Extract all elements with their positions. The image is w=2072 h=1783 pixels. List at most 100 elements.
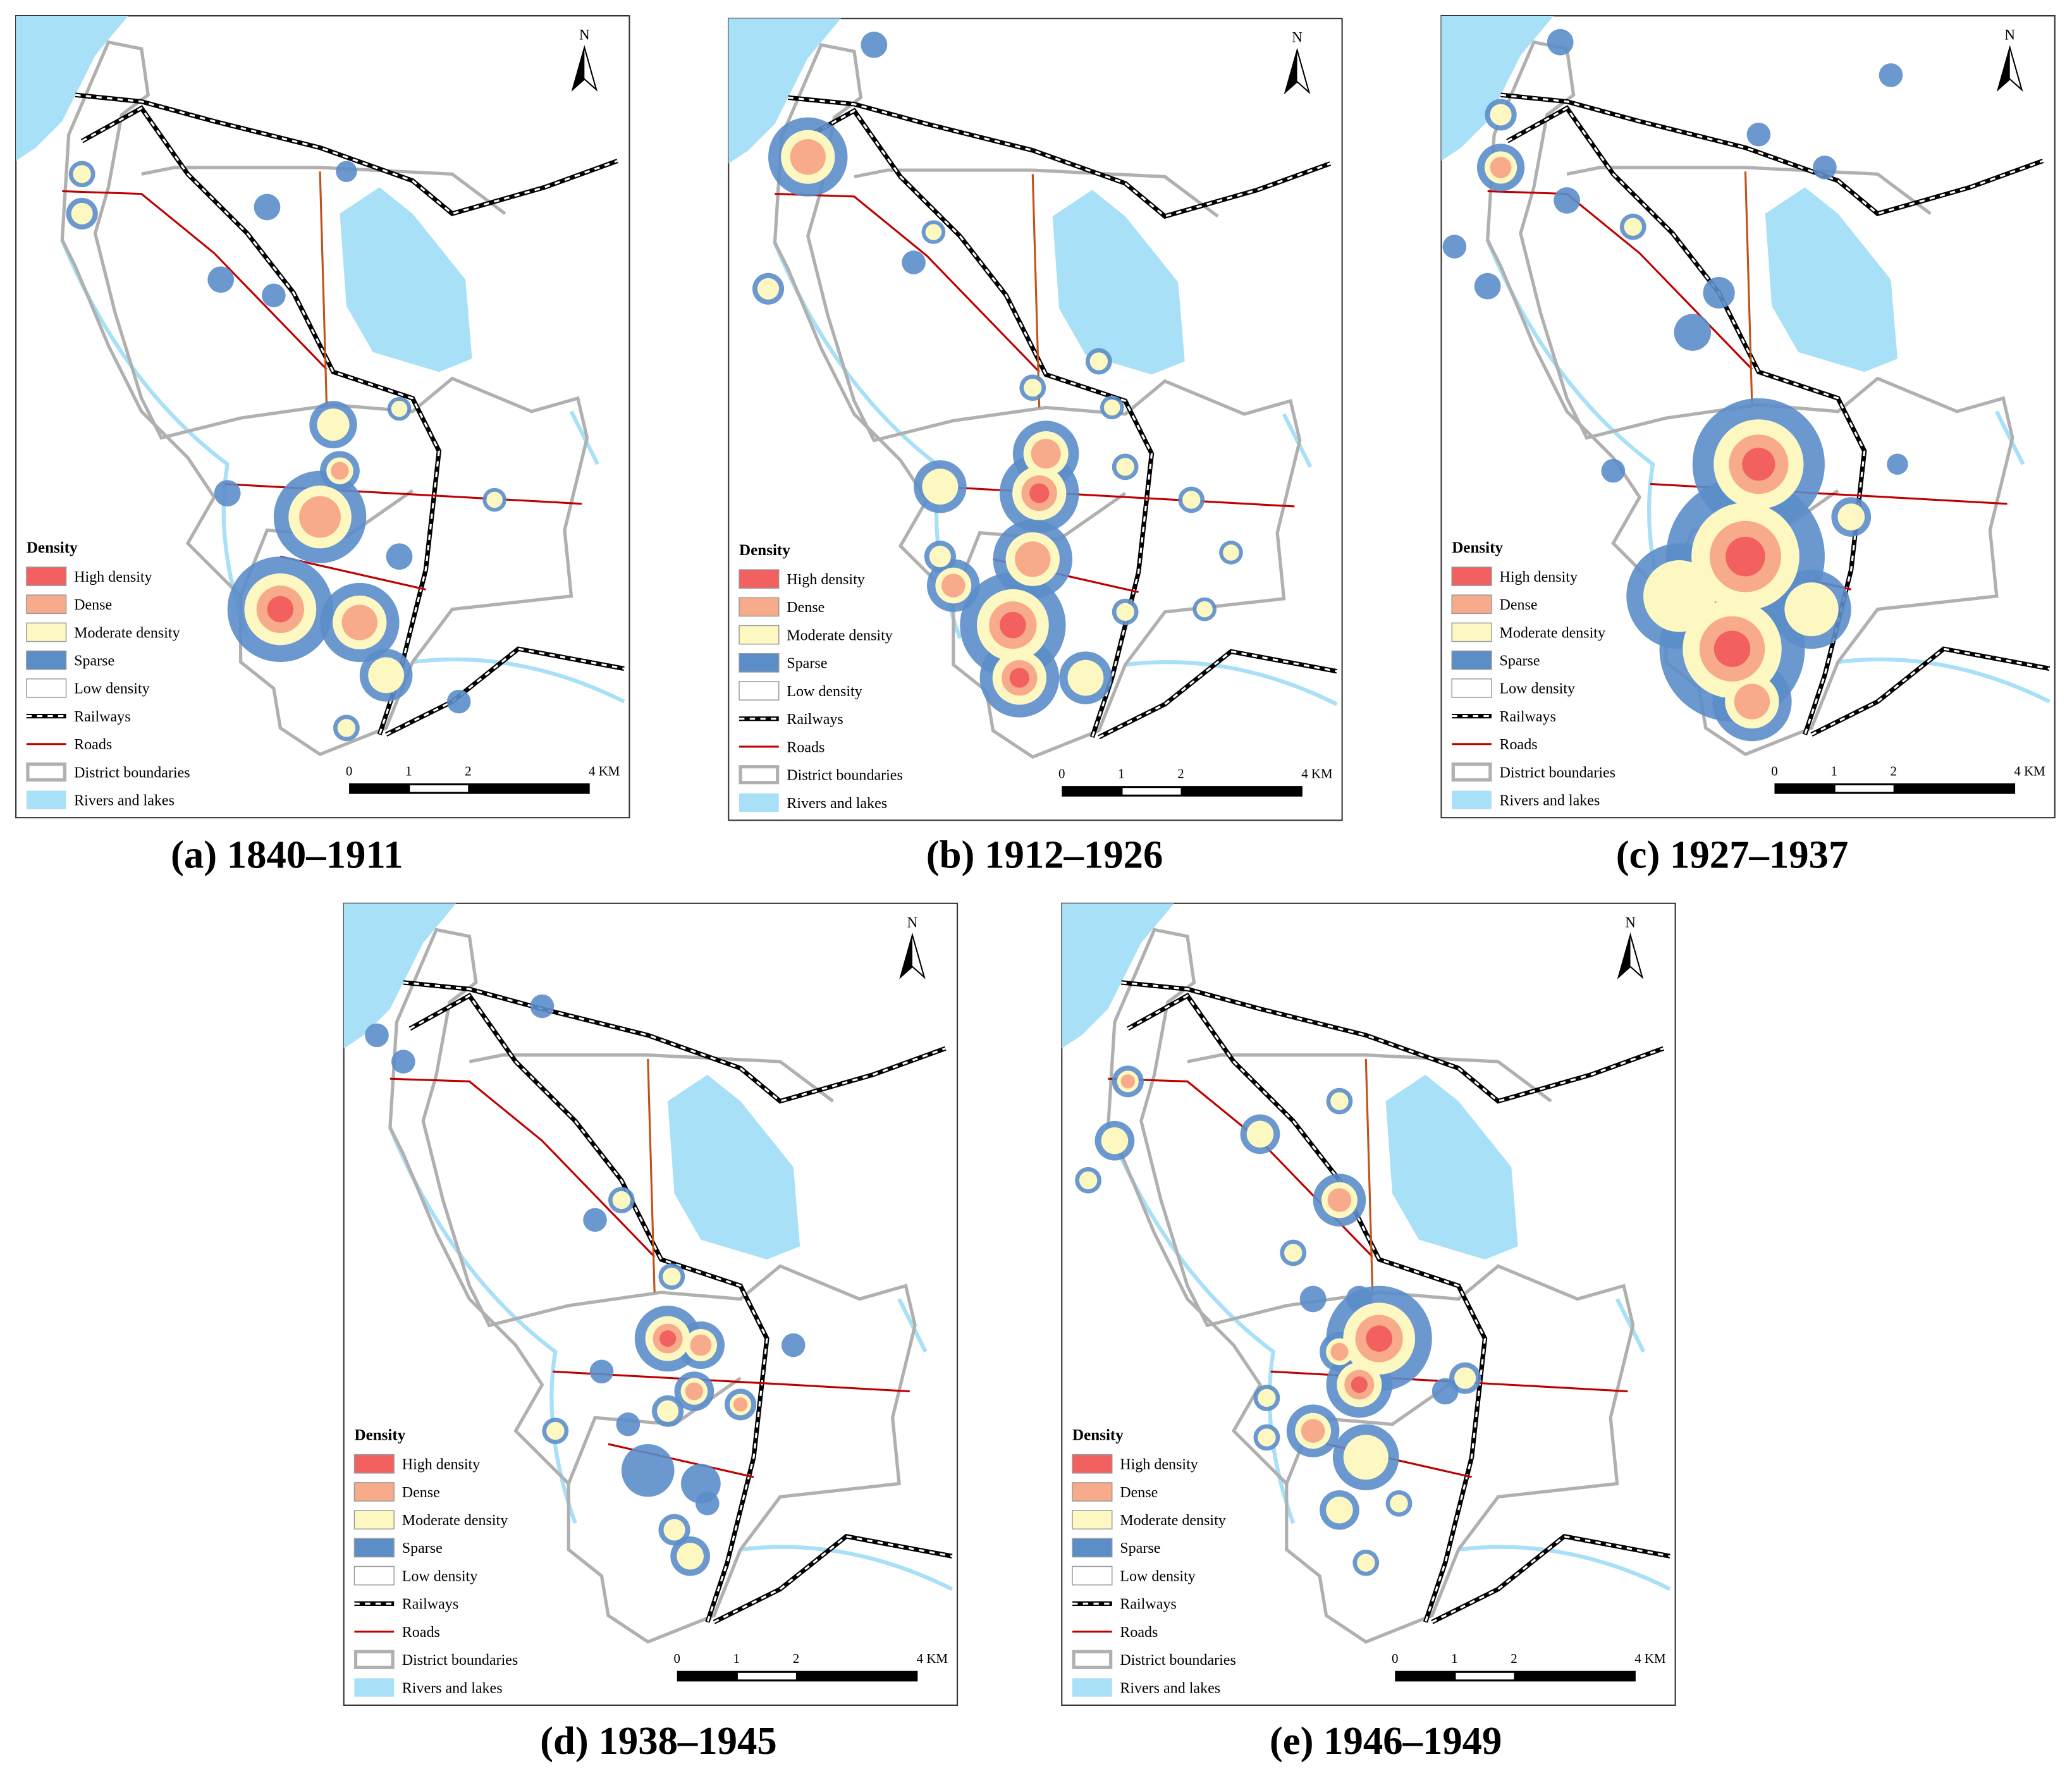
density-moderate <box>1258 1428 1276 1447</box>
north-label: N <box>579 27 590 43</box>
legend-label: District boundaries <box>1120 1652 1236 1669</box>
legend-label: Rivers and lakes <box>787 795 887 812</box>
density-high <box>999 611 1026 639</box>
river <box>1062 903 1175 1049</box>
density-sparse <box>1431 1378 1459 1405</box>
scale-label: 1 <box>733 1651 740 1666</box>
density-moderate <box>929 546 951 568</box>
scale-bar-white <box>1835 785 1894 792</box>
density-sparse <box>1887 453 1908 475</box>
legend-swatch <box>1451 594 1492 615</box>
density-moderate <box>1624 218 1642 236</box>
scale-bar-white <box>1456 1672 1514 1680</box>
legend-label: Low density <box>787 683 862 700</box>
density-dense <box>1301 1419 1325 1443</box>
density-moderate <box>1116 458 1134 476</box>
legend-title: Density <box>739 542 790 559</box>
density-sparse <box>336 161 357 182</box>
density-moderate <box>1258 1388 1276 1407</box>
density-sparse <box>781 1333 806 1357</box>
legend-swatch <box>354 1678 395 1697</box>
density-sparse <box>254 193 281 221</box>
river <box>728 18 842 164</box>
density-moderate <box>663 1267 681 1286</box>
legend-label: Sparse <box>1120 1540 1160 1557</box>
legend-swatch <box>26 650 67 670</box>
density-sparse <box>1813 156 1837 180</box>
legend-label: Sparse <box>74 653 114 670</box>
scale-bar <box>349 783 590 794</box>
density-moderate <box>1454 1367 1476 1389</box>
scale-label: 1 <box>1451 1651 1457 1666</box>
scale-label: 0 <box>1392 1651 1398 1666</box>
legend-title: Density <box>1072 1427 1124 1444</box>
scale-bar-white <box>737 1672 796 1680</box>
legend-label: District boundaries <box>1499 764 1615 781</box>
density-sparse <box>1442 235 1467 259</box>
density-moderate <box>1326 1496 1353 1524</box>
density-moderate <box>1330 1092 1349 1110</box>
density-moderate <box>73 165 91 183</box>
scale-bar <box>1395 1670 1636 1682</box>
density-high <box>1029 483 1050 503</box>
legend-swatch <box>739 653 780 673</box>
density-moderate <box>391 400 408 417</box>
density-dense <box>790 139 826 175</box>
legend-label: Moderate density <box>1499 625 1605 641</box>
density-moderate <box>1490 104 1512 126</box>
density-high <box>1366 1325 1393 1352</box>
legend-swatch <box>1072 1565 1113 1586</box>
scale-label: 0 <box>1058 766 1065 781</box>
density-sparse <box>589 1359 614 1384</box>
legend-swatch <box>739 625 780 645</box>
legend-swatch <box>1452 790 1492 809</box>
panel-caption: (b) 1912–1926 <box>926 833 1163 877</box>
legend-label: Low density <box>402 1568 477 1584</box>
legend-label: Moderate density <box>787 627 893 644</box>
panel-caption: (d) 1938–1945 <box>540 1719 777 1763</box>
scale-label: 4 KM <box>917 1651 948 1666</box>
river <box>1441 16 1554 161</box>
density-moderate <box>368 657 405 694</box>
legend-label: Railways <box>787 711 843 728</box>
panel-caption: (a) 1840–1911 <box>171 833 403 877</box>
density-high <box>1351 1376 1368 1394</box>
legend-swatch <box>739 681 780 701</box>
scale-label: 4 KM <box>1301 766 1332 781</box>
legend-label: Low density <box>74 681 149 697</box>
legend-swatch <box>26 567 67 586</box>
legend-label: High density <box>74 569 152 585</box>
legend-label: Moderate density <box>402 1512 508 1529</box>
legend-label: Dense <box>787 599 825 616</box>
density-moderate <box>663 1519 685 1541</box>
density-sparse <box>391 1050 415 1074</box>
road <box>1364 1058 1374 1293</box>
density-moderate <box>1643 560 1715 632</box>
legend-swatch <box>1451 622 1492 642</box>
density-moderate <box>1784 582 1839 637</box>
density-moderate <box>1101 1127 1129 1155</box>
legend-label: Dense <box>402 1485 440 1501</box>
density-sparse <box>696 1492 720 1516</box>
density-moderate <box>922 469 959 505</box>
density-moderate <box>1079 1171 1098 1189</box>
legend-swatch <box>739 765 780 785</box>
railway <box>403 981 952 1623</box>
scale-label: 4 KM <box>1634 1651 1665 1666</box>
density-sparse <box>621 1443 675 1497</box>
stream <box>388 1127 953 1591</box>
legend-label: Roads <box>1120 1624 1158 1641</box>
legend-label: Rivers and lakes <box>1499 793 1600 809</box>
density-moderate <box>1089 352 1108 371</box>
legend-swatch <box>26 790 66 809</box>
legend-swatch <box>353 1565 395 1586</box>
legend-swatch <box>739 793 779 812</box>
legend-swatch <box>739 569 780 589</box>
road <box>319 171 328 405</box>
legend-swatch <box>353 1454 395 1474</box>
river <box>16 16 128 161</box>
legend-label: High density <box>1120 1457 1198 1473</box>
density-dense <box>1330 1342 1349 1361</box>
legend-swatch <box>26 622 67 642</box>
